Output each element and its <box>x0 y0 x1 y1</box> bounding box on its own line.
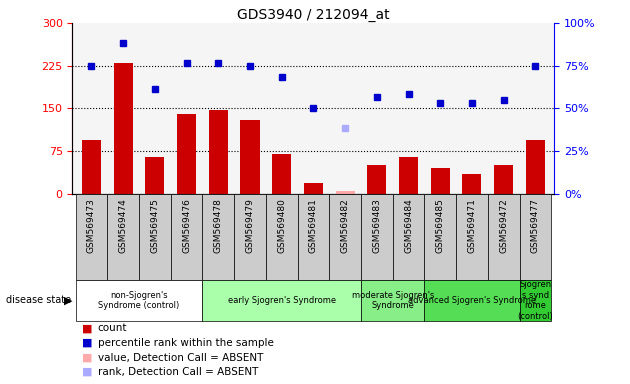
Bar <box>494 166 513 194</box>
Title: GDS3940 / 212094_at: GDS3940 / 212094_at <box>237 8 390 22</box>
Bar <box>272 154 291 194</box>
Text: GSM569483: GSM569483 <box>372 198 381 253</box>
Bar <box>146 157 164 194</box>
Bar <box>425 194 456 280</box>
Bar <box>526 140 545 194</box>
Bar <box>241 120 260 194</box>
Bar <box>462 174 481 194</box>
Text: ▶: ▶ <box>64 295 72 306</box>
Text: moderate Sjogren's
Syndrome: moderate Sjogren's Syndrome <box>352 291 434 310</box>
Bar <box>107 194 139 280</box>
Text: GSM569477: GSM569477 <box>531 198 540 253</box>
Bar <box>488 194 520 280</box>
Bar <box>367 166 386 194</box>
Text: ■: ■ <box>82 353 93 362</box>
Text: GSM569476: GSM569476 <box>182 198 191 253</box>
Bar <box>329 194 361 280</box>
Text: ■: ■ <box>82 323 93 333</box>
Text: GSM569481: GSM569481 <box>309 198 318 253</box>
Bar <box>520 194 551 280</box>
Bar <box>431 168 450 194</box>
Bar <box>177 114 196 194</box>
Bar <box>297 194 329 280</box>
Text: GSM569485: GSM569485 <box>436 198 445 253</box>
Bar <box>361 280 425 321</box>
Bar <box>202 194 234 280</box>
Bar <box>139 194 171 280</box>
Text: GSM569471: GSM569471 <box>467 198 476 253</box>
Bar <box>82 140 101 194</box>
Bar <box>234 194 266 280</box>
Text: ■: ■ <box>82 367 93 377</box>
Text: count: count <box>98 323 127 333</box>
Text: rank, Detection Call = ABSENT: rank, Detection Call = ABSENT <box>98 367 258 377</box>
Text: GSM569480: GSM569480 <box>277 198 286 253</box>
Text: GSM569475: GSM569475 <box>151 198 159 253</box>
Bar <box>304 182 323 194</box>
Bar <box>171 194 202 280</box>
Text: early Sjogren's Syndrome: early Sjogren's Syndrome <box>227 296 336 305</box>
Bar <box>336 191 355 194</box>
Text: GSM569472: GSM569472 <box>499 198 508 253</box>
Text: GSM569474: GSM569474 <box>118 198 128 253</box>
Bar <box>399 157 418 194</box>
Text: disease state: disease state <box>6 295 71 306</box>
Text: GSM569482: GSM569482 <box>341 198 350 253</box>
Bar <box>209 109 228 194</box>
Bar <box>392 194 425 280</box>
Bar <box>76 280 202 321</box>
Text: ■: ■ <box>82 338 93 348</box>
Bar <box>113 63 133 194</box>
Bar <box>76 194 107 280</box>
Bar <box>202 280 361 321</box>
Text: percentile rank within the sample: percentile rank within the sample <box>98 338 273 348</box>
Text: Sjogren
s synd
rome
(control): Sjogren s synd rome (control) <box>517 280 553 321</box>
Text: GSM569473: GSM569473 <box>87 198 96 253</box>
Text: advanced Sjogren's Syndrome: advanced Sjogren's Syndrome <box>408 296 536 305</box>
Bar <box>266 194 297 280</box>
Bar <box>361 194 392 280</box>
Text: GSM569478: GSM569478 <box>214 198 223 253</box>
Text: GSM569484: GSM569484 <box>404 198 413 253</box>
Text: non-Sjogren's
Syndrome (control): non-Sjogren's Syndrome (control) <box>98 291 180 310</box>
Text: GSM569479: GSM569479 <box>246 198 255 253</box>
Bar <box>520 280 551 321</box>
Bar <box>456 194 488 280</box>
Bar <box>425 280 520 321</box>
Text: value, Detection Call = ABSENT: value, Detection Call = ABSENT <box>98 353 263 362</box>
